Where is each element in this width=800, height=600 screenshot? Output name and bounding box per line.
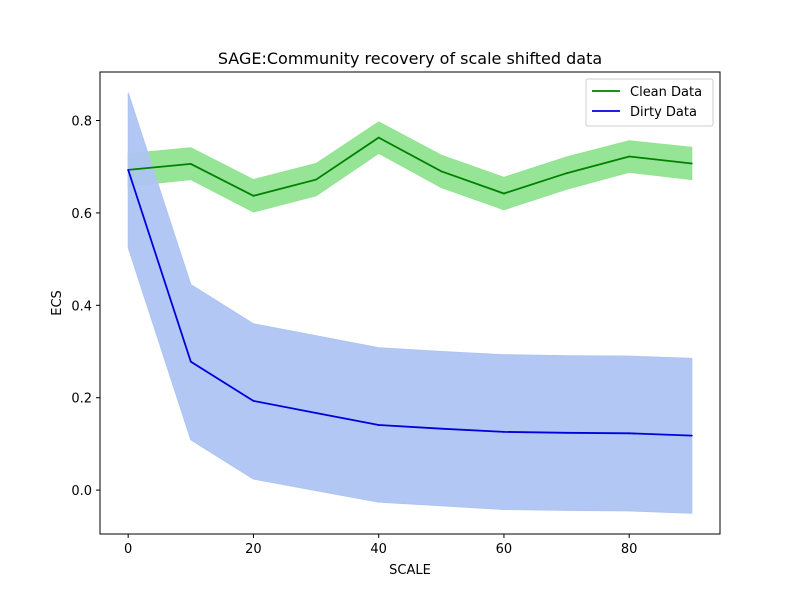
data-point-clean-data xyxy=(377,136,380,139)
data-point-dirty-data xyxy=(315,412,317,414)
x-axis: 0 20 40 60 80 xyxy=(124,534,637,557)
plot-area xyxy=(127,92,693,514)
data-point-dirty-data xyxy=(690,434,693,437)
legend-label-dirty-data: Dirty Data xyxy=(630,105,697,120)
x-axis-label: SCALE xyxy=(389,563,431,578)
legend-label-clean-data: Clean Data xyxy=(630,85,702,100)
data-point-clean-data xyxy=(252,194,255,197)
y-tick-label: 0.4 xyxy=(71,299,92,314)
data-point-dirty-data xyxy=(503,431,505,433)
data-point-dirty-data xyxy=(189,360,192,363)
x-tick-label: 40 xyxy=(370,542,387,557)
data-point-dirty-data xyxy=(628,432,631,435)
plot-frame xyxy=(99,71,721,535)
y-tick-label: 0.6 xyxy=(71,207,92,222)
y-axis: 0.0 0.2 0.4 0.6 0.8 xyxy=(71,115,100,499)
x-tick-label: 20 xyxy=(245,542,262,557)
data-point-clean-data xyxy=(503,192,505,195)
data-point-dirty-data xyxy=(565,431,568,434)
data-point-clean-data xyxy=(628,155,631,158)
data-point-dirty-data xyxy=(127,169,130,171)
y-tick-label: 0.8 xyxy=(71,115,92,130)
x-tick-label: 60 xyxy=(496,542,513,557)
data-point-dirty-data xyxy=(377,424,380,426)
data-point-dirty-data xyxy=(252,400,255,402)
legend: Clean Data Dirty Data xyxy=(585,78,714,127)
data-point-clean-data xyxy=(440,170,443,173)
band-clean-data xyxy=(127,121,693,213)
x-tick-label: 80 xyxy=(621,542,638,557)
data-point-clean-data xyxy=(315,178,317,181)
series-line-clean-data xyxy=(128,136,692,197)
series-line-dirty-data xyxy=(127,169,692,437)
band-dirty-data xyxy=(127,92,693,514)
data-point-dirty-data xyxy=(440,427,443,430)
y-axis-label: ECS xyxy=(50,290,65,316)
chart-title: SAGE:Community recovery of scale shifted… xyxy=(218,49,602,68)
data-point-clean-data xyxy=(565,172,568,175)
data-point-clean-data xyxy=(690,162,693,165)
y-tick-label: 0.0 xyxy=(71,484,92,499)
y-tick-label: 0.2 xyxy=(71,392,92,407)
x-tick-label: 0 xyxy=(124,542,132,557)
data-point-clean-data xyxy=(189,163,192,165)
